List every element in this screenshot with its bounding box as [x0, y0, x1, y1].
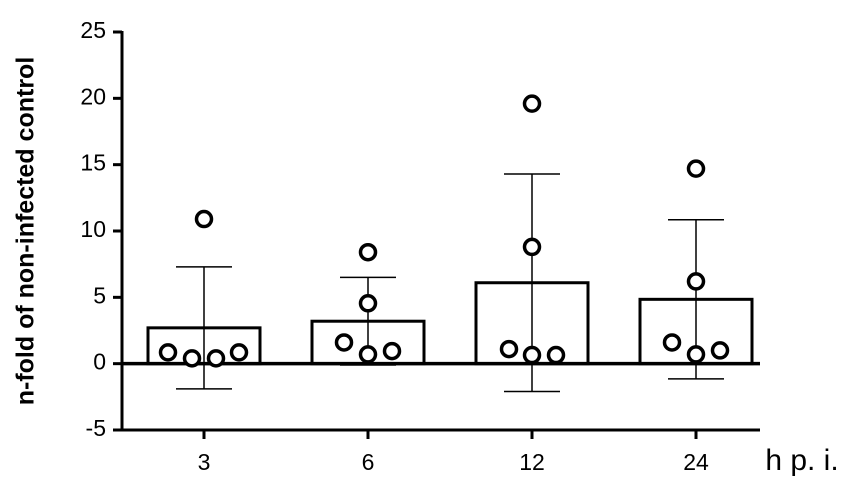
data-point — [686, 272, 706, 291]
data-point — [499, 339, 519, 359]
x-tick-label: 6 — [362, 449, 375, 475]
data-point — [358, 242, 378, 262]
y-axis-title: n-fold of non-infected control — [12, 57, 40, 406]
y-tick-label: 20 — [80, 83, 106, 109]
x-tick-label: 3 — [198, 449, 211, 475]
y-tick-label: 0 — [93, 349, 106, 375]
y-tick-label: -5 — [86, 415, 106, 441]
data-point — [522, 345, 542, 365]
data-point — [522, 237, 542, 257]
data-point — [522, 94, 542, 113]
data-point — [710, 341, 730, 360]
x-axis-title: h p. i. — [765, 444, 838, 477]
y-tick-label: 5 — [93, 282, 106, 308]
data-point — [206, 349, 226, 368]
data-point — [358, 294, 378, 313]
data-point — [158, 343, 178, 362]
y-tick-label: 10 — [80, 216, 106, 242]
x-tick-label: 24 — [683, 449, 709, 475]
data-point — [358, 345, 378, 364]
data-point — [546, 345, 566, 365]
data-point — [686, 345, 706, 364]
y-tick-label: 25 — [80, 17, 106, 43]
y-tick-label: 15 — [80, 150, 106, 176]
data-point — [334, 333, 354, 352]
data-point — [182, 349, 202, 368]
data-point — [686, 159, 706, 178]
data-point — [194, 209, 214, 229]
data-point — [229, 343, 249, 362]
x-tick-label: 12 — [519, 449, 545, 475]
data-point — [662, 333, 682, 352]
data-point — [382, 341, 402, 361]
